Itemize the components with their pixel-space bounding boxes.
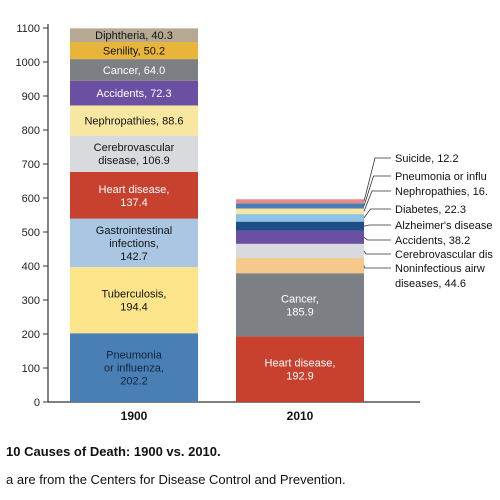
bar-segment-1900-cancer (70, 59, 198, 81)
annotation-leader-line (363, 157, 391, 202)
segment-label-1900-heart-disease: 137.4 (120, 197, 148, 209)
bar-stacks (70, 28, 364, 402)
segment-label-1900-tuberculosis: 194.4 (120, 302, 148, 314)
bar-segment-2010-cancer (236, 273, 364, 337)
segment-label-1900-cerebrovascular-disease: disease, 106.9 (98, 155, 170, 167)
y-tick-label: 700 (22, 159, 40, 171)
annotations-2010: Suicide, 12.2 Pneumonia or influ Nephropat… (363, 153, 493, 290)
annotation-leader-line (363, 224, 391, 227)
y-tick-label: 400 (22, 261, 40, 273)
annotation-label: Diabetes, 22.3 (395, 204, 466, 216)
segment-label-1900-nephropathies: Nephropathies, 88.6 (84, 116, 183, 128)
bar-segment-1900-accidents (70, 80, 198, 106)
x-tick-label-1900: 1900 (121, 409, 148, 423)
annotation-leader-line (363, 237, 391, 241)
bar-segment-1900-pneumonia-or-influenza (70, 333, 198, 402)
segment-label-1900-pneumonia-or-influenza: 202.2 (120, 376, 148, 388)
y-tick-label: 300 (22, 295, 40, 307)
segment-label-1900-accidents: Accidents, 72.3 (96, 88, 171, 100)
bar-segment-1900-diphtheria (70, 28, 198, 43)
annotation-leader-line (363, 175, 391, 207)
caption-title: 10 Causes of Death: 1900 vs. 2010. (6, 444, 221, 459)
annotation-leader-line (363, 190, 391, 212)
segment-label-2010-heart-disease: Heart disease, (265, 358, 336, 370)
annotation-leader-line (363, 265, 391, 269)
annotation-leader-line (363, 250, 391, 255)
segment-label-1900-gastrointestinal-infections: Gastrointestinal (96, 225, 172, 237)
bar-segment-2010-noninfectious-airways-diseases (236, 258, 364, 274)
annotation-label: Nephropathies, 16. (395, 186, 488, 198)
bar-segment-2010-alzheimer-s-disease (236, 221, 364, 231)
segment-label-2010-cancer: Cancer, (281, 293, 319, 305)
bar-segment-2010-pneumonia-or-influenza (236, 203, 364, 209)
y-tick-label: 1100 (16, 23, 40, 35)
bar-segment-1900-tuberculosis (70, 267, 198, 334)
bar-segment-1900-senility (70, 42, 198, 60)
segment-label-2010-heart-disease: 192.9 (286, 371, 314, 383)
annotation-label: Pneumonia or influ (395, 171, 487, 183)
bar-segment-2010-nephropathies (236, 208, 364, 215)
annotation-label: Cerebrovascular dis (395, 249, 493, 261)
chart-area: 0 100 200 300 400 500 600 700 800 900 1000 1100 Pne… (16, 23, 494, 423)
y-axis: 0 100 200 300 400 500 600 700 800 900 1000 1100 (16, 23, 420, 409)
annotation-label: Accidents, 38.2 (395, 235, 470, 247)
bar-segment-2010-heart-disease (236, 336, 364, 402)
bar-segment-1900-nephropathies (70, 105, 198, 136)
segment-label-1900-gastrointestinal-infections: infections, (109, 238, 159, 250)
bar-segment-1900-cerebrovascular-disease (70, 135, 198, 172)
y-tick-label: 500 (22, 227, 40, 239)
bar-segment-2010-diabetes (236, 214, 364, 222)
caption-source-note: a are from the Centers for Disease Contr… (6, 472, 346, 487)
bar-segment-2010-cerebrovascular-disease (236, 243, 364, 259)
y-tick-label: 900 (22, 91, 40, 103)
annotation-label: Noninfectious airw (395, 263, 485, 275)
y-tick-label: 800 (22, 125, 40, 137)
annotation-label: diseases, 44.6 (395, 278, 466, 290)
x-axis-labels: 1900 2010 (121, 409, 314, 423)
bar-segment-1900-heart-disease (70, 171, 198, 219)
segment-label-1900-tuberculosis: Tuberculosis, (101, 289, 166, 301)
segment-label-1900-heart-disease: Heart disease, (99, 184, 170, 196)
annotation-label: Alzheimer's disease (395, 220, 492, 232)
segment-label-1900-gastrointestinal-infections: 142.7 (120, 251, 148, 263)
y-tick-label: 0 (34, 397, 40, 409)
stacked-bar-chart: 0 100 200 300 400 500 600 700 800 900 1000 1100 Pne… (16, 23, 494, 423)
bar-segment-2010-suicide (236, 199, 364, 204)
segment-label-1900-cerebrovascular-disease: Cerebrovascular (94, 142, 175, 154)
y-tick-label: 600 (22, 193, 40, 205)
annotation-label: Suicide, 12.2 (395, 153, 459, 165)
segment-label-1900-pneumonia-or-influenza: or influenza, (104, 363, 164, 375)
y-tick-label: 200 (22, 329, 40, 341)
x-tick-label-2010: 2010 (287, 409, 314, 423)
bar-segment-1900-gastrointestinal-infections (70, 218, 198, 268)
segment-label-1900-cancer: Cancer, 64.0 (103, 65, 165, 77)
segment-label-1900-pneumonia-or-influenza: Pneumonia (106, 350, 163, 362)
annotation-leader-line (363, 208, 391, 219)
y-tick-label: 100 (22, 363, 40, 375)
segment-label-1900-senility: Senility, 50.2 (103, 46, 165, 58)
bar-segment-2010-accidents (236, 230, 364, 244)
segment-label-1900-diphtheria: Diphtheria, 40.3 (95, 30, 173, 42)
segment-label-2010-cancer: 185.9 (286, 306, 314, 318)
y-tick-label: 1000 (16, 57, 40, 69)
